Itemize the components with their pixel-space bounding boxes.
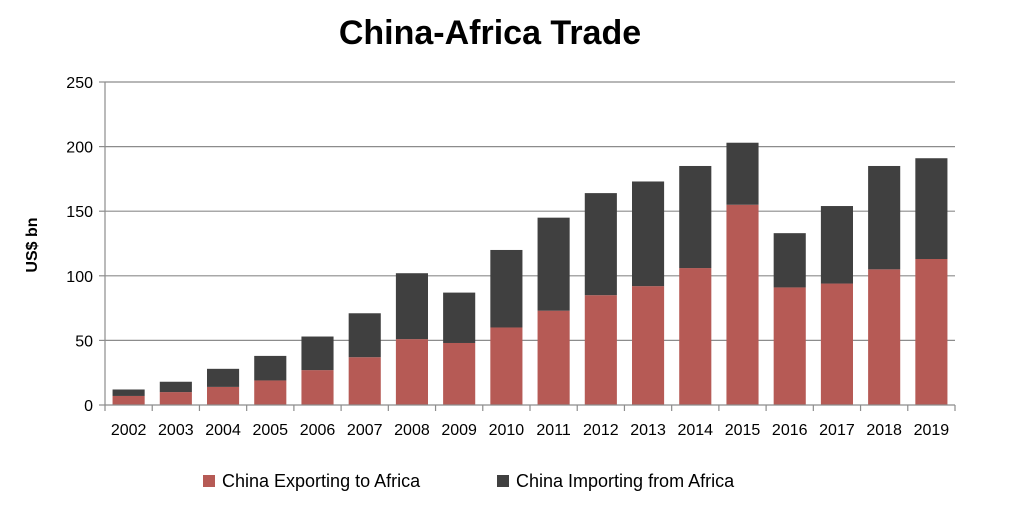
x-tick-label: 2013 [630,422,666,439]
bar-imports [915,158,948,260]
x-tick-label: 2019 [914,422,950,439]
bar-exports [584,295,617,405]
y-tick-label: 250 [66,75,93,92]
bar-exports [443,342,476,405]
chart-title: China-Africa Trade [339,14,641,52]
y-tick-label: 0 [84,398,93,415]
x-tick-label: 2009 [441,422,477,439]
bar-imports [537,217,570,311]
bar-imports [207,368,240,387]
bar-imports [868,165,901,270]
bar-imports [348,313,381,358]
y-axis-label: US$ bn [24,217,41,272]
y-tick-label: 50 [75,333,93,350]
bar-imports [254,355,287,381]
x-tick-label: 2014 [677,422,713,439]
bar-exports [395,339,428,405]
bar-imports [773,233,806,288]
bar-imports [632,181,665,287]
x-tick-label: 2003 [158,422,194,439]
x-tick-label: 2006 [300,422,336,439]
bar-exports [632,286,665,405]
x-tick-label: 2004 [205,422,241,439]
bar-exports [773,287,806,405]
axes-group: 0 50 100 150 200 250 2002 2003 2004 2005 2006 2007 2… [66,75,956,439]
bar-imports [159,381,192,393]
bar-exports [537,310,570,405]
x-tick-label: 2010 [489,422,525,439]
bars-group [112,142,948,405]
y-tick-label: 200 [66,140,93,157]
x-tick-label: 2002 [111,422,147,439]
bar-imports [395,273,428,340]
x-tick-label: 2015 [725,422,761,439]
bar-imports [490,249,523,328]
bar-exports [159,392,192,405]
legend-label-imports: China Importing from Africa [516,471,735,491]
bar-imports [820,206,853,284]
bar-exports [868,269,901,405]
x-tick-label: 2012 [583,422,619,439]
bar-imports [443,292,476,343]
x-tick-label: 2005 [252,422,288,439]
x-tick-label: 2016 [772,422,808,439]
bar-exports [490,327,523,405]
x-tick-label: 2018 [866,422,902,439]
bar-exports [679,268,712,405]
x-tick-label: 2011 [536,422,571,439]
bar-imports [679,165,712,269]
bar-imports [726,142,759,205]
bar-imports [112,389,145,396]
bar-exports [254,380,287,405]
legend: China Exporting to Africa China Importing… [203,471,735,491]
bar-imports [301,336,334,371]
legend-swatch-imports [497,475,509,487]
legend-label-exports: China Exporting to Africa [222,471,421,491]
bar-exports [207,386,240,405]
bar-exports [301,370,334,405]
gridlines [105,81,955,341]
bar-exports [112,395,145,405]
x-tick-label: 2007 [347,422,383,439]
y-tick-label: 100 [66,269,93,286]
bar-exports [820,283,853,405]
legend-swatch-exports [203,475,215,487]
bar-exports [915,259,948,405]
x-tick-label: 2017 [819,422,855,439]
y-tick-label: 150 [66,204,93,221]
bar-exports [348,357,381,405]
bar-exports [726,204,759,405]
bar-imports [584,193,617,296]
x-tick-label: 2008 [394,422,430,439]
